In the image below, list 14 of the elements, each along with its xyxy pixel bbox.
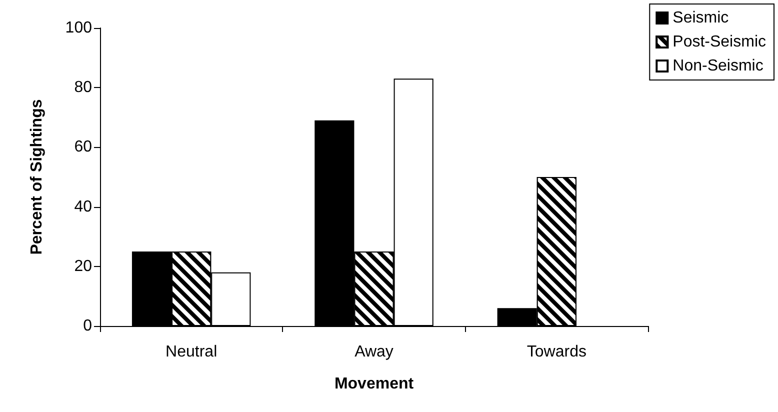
x-tick-label: Away bbox=[354, 344, 394, 360]
y-tick-label: 40 bbox=[74, 198, 92, 216]
y-tick-label: 60 bbox=[74, 138, 92, 156]
y-tick-label: 80 bbox=[74, 79, 92, 96]
x-axis-title: Movement bbox=[334, 376, 414, 392]
legend-label: Non-Seismic bbox=[672, 58, 764, 74]
y-tick-label: 20 bbox=[74, 258, 92, 275]
legend-label: Seismic bbox=[672, 10, 729, 26]
x-tick-label: Neutral bbox=[166, 344, 218, 360]
y-tick-label: 0 bbox=[83, 318, 92, 334]
y-tick-label: 100 bbox=[65, 20, 92, 36]
y-axis-title: Percent of Sightings bbox=[28, 99, 46, 255]
legend-label: Post-Seismic bbox=[672, 34, 766, 50]
x-tick-label: Towards bbox=[526, 344, 586, 360]
